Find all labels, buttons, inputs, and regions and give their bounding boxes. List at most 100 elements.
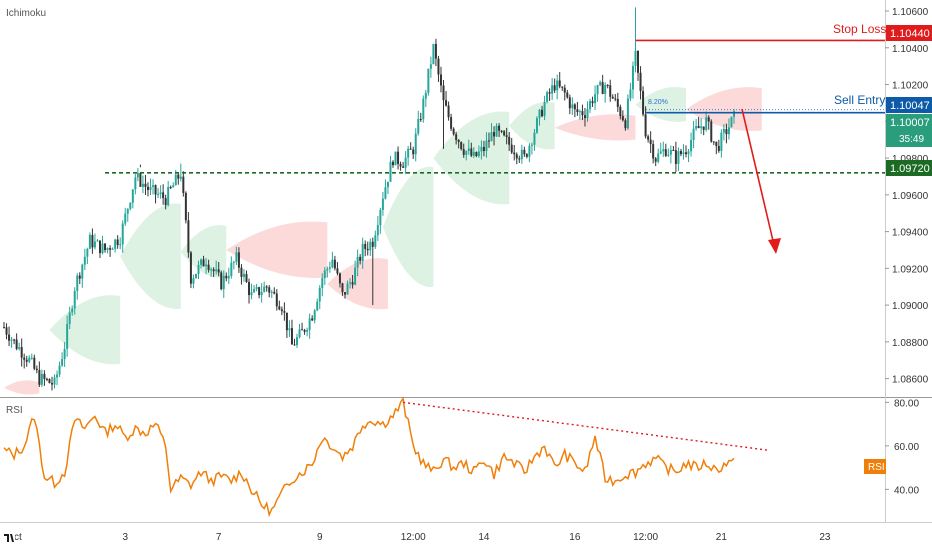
candle-body (205, 264, 208, 267)
candle-body (647, 136, 650, 140)
candle-body (28, 357, 31, 362)
candle-body (548, 92, 551, 94)
price-tick-label: 1.09600 (892, 191, 929, 202)
candle-body (364, 243, 367, 249)
candle-body (10, 339, 13, 341)
candle-body (508, 136, 511, 145)
candle-body (717, 145, 720, 151)
fib-label: 8.20% (648, 99, 668, 106)
cloud-region-1 (49, 295, 121, 365)
candle-body (727, 127, 730, 135)
candle-body (685, 152, 688, 155)
candle-body (18, 347, 21, 349)
support-value: 1.09720 (890, 163, 930, 175)
candle-body (162, 192, 165, 199)
candle-body (700, 126, 703, 129)
candle-body (3, 327, 5, 329)
candle-body (303, 330, 306, 332)
candle-body (8, 334, 11, 341)
candle-body (381, 198, 384, 211)
price-tick-label: 1.09400 (892, 228, 929, 239)
candle-body (515, 154, 518, 159)
candle-body (591, 101, 594, 104)
candle-body (394, 151, 397, 166)
candle-body (563, 87, 566, 93)
candle-body (432, 43, 435, 65)
candle-body (637, 50, 640, 73)
candle-body (414, 133, 417, 155)
candle-body (450, 117, 453, 129)
candle-body (376, 225, 379, 236)
candle-body (318, 288, 321, 302)
support-badge: 1.09720 (886, 160, 932, 176)
candle-body (73, 290, 76, 309)
candle-body (389, 161, 392, 182)
candle-body (404, 157, 407, 168)
cloud-region-9 (554, 114, 636, 141)
candle-body (270, 291, 273, 293)
candle-body (437, 58, 440, 75)
candle-body (551, 85, 554, 94)
candle-body (558, 80, 561, 87)
candle-body (283, 311, 286, 313)
candle-body (652, 144, 655, 159)
candle-body (518, 158, 521, 160)
candle-body (649, 139, 652, 145)
candle-body (313, 310, 316, 321)
candle-body (561, 86, 564, 88)
candle-body (86, 248, 89, 257)
candle-body (167, 186, 170, 206)
candle-body (619, 106, 622, 117)
candle-body (349, 282, 352, 284)
candle-body (61, 359, 64, 366)
candle-body (157, 194, 160, 196)
candle-body (121, 223, 124, 245)
candle-body (134, 177, 137, 190)
candle-body (139, 172, 142, 187)
candle-body (452, 128, 455, 135)
candle-body (192, 278, 195, 284)
candle-body (93, 241, 96, 248)
forecast-arrow-head (768, 238, 781, 254)
candle-body (424, 92, 427, 99)
candle-body (470, 148, 473, 156)
price-pane[interactable] (0, 0, 885, 397)
candle-body (240, 267, 243, 277)
candle-body (629, 89, 632, 99)
candle-body (250, 292, 253, 296)
candle-body (397, 151, 400, 164)
candle-body (81, 264, 84, 279)
candle-body (344, 292, 347, 295)
candle-body (76, 275, 79, 291)
candle-body (692, 128, 695, 141)
candle-body (189, 252, 192, 284)
candle-body (702, 126, 705, 130)
candle-body (301, 329, 304, 331)
candle-body (366, 248, 369, 251)
candle-body (467, 148, 470, 152)
candle-body (556, 80, 559, 91)
candle-body (664, 149, 667, 156)
current-price-badge: 1.10007 35:49 (886, 114, 932, 147)
candle-body (705, 117, 708, 130)
candle-body (707, 117, 710, 122)
candle-body (333, 259, 336, 269)
cloud-region-3 (180, 225, 227, 279)
candle-body (677, 151, 680, 164)
candle-body (379, 210, 382, 226)
candle-body (48, 379, 51, 384)
candle-body (457, 139, 460, 143)
candle-body (316, 301, 319, 311)
price-tick-label: 1.10400 (892, 44, 929, 55)
candle-body (23, 357, 26, 360)
candle-body (152, 185, 155, 187)
candle-body (609, 85, 612, 97)
candle-body (194, 273, 197, 279)
price-axis-ticks: 1.08600 1.08800 1.09000 1.09200 1.09400 1.096… (885, 7, 929, 386)
candle-body (712, 141, 715, 143)
candle-body (146, 186, 149, 190)
candle-body (634, 50, 637, 66)
candle-body (427, 68, 430, 93)
